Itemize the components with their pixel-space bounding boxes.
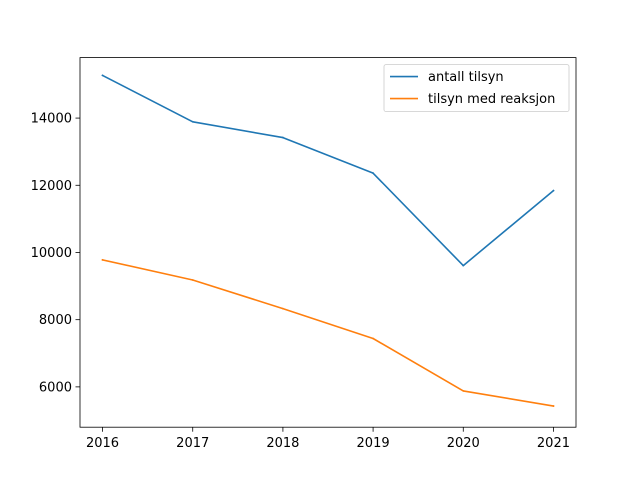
x-axis: 2016 2017 2018 2019 2020 2021 xyxy=(86,427,570,451)
series-line-1 xyxy=(101,74,555,267)
x-tick-label: 2021 xyxy=(537,436,570,451)
data-point xyxy=(191,120,194,123)
x-tick-label: 2016 xyxy=(86,436,119,451)
data-point xyxy=(282,136,284,139)
y-tick-label: 8000 xyxy=(39,313,72,328)
data-point xyxy=(372,337,374,340)
legend-label-2: tilsyn med reaksjon xyxy=(428,92,555,107)
y-tick-label: 14000 xyxy=(31,112,72,127)
legend-box xyxy=(383,64,570,112)
data-point xyxy=(462,390,465,392)
x-tick-label: 2018 xyxy=(266,436,299,451)
data-point xyxy=(462,264,465,267)
x-tick-label: 2019 xyxy=(357,436,390,451)
data-point xyxy=(191,279,194,281)
series-layer xyxy=(101,74,555,407)
legend-label-1: antall tilsyn xyxy=(428,70,504,85)
y-tick-label: 12000 xyxy=(31,179,72,194)
y-tick-label: 10000 xyxy=(31,246,72,261)
data-point xyxy=(101,74,104,77)
data-point xyxy=(372,172,374,175)
data-point xyxy=(552,189,555,192)
series-line-2 xyxy=(101,258,555,407)
data-point xyxy=(101,258,104,261)
data-point xyxy=(552,405,555,407)
y-tick-label: 6000 xyxy=(39,380,72,395)
legend: antall tilsyn tilsyn med reaksjon xyxy=(383,64,570,112)
x-tick-label: 2020 xyxy=(447,436,480,451)
y-axis: 6000 8000 10000 12000 14000 xyxy=(31,112,80,395)
data-point xyxy=(282,307,284,310)
plot-frame xyxy=(79,57,577,428)
x-tick-label: 2017 xyxy=(176,436,209,451)
